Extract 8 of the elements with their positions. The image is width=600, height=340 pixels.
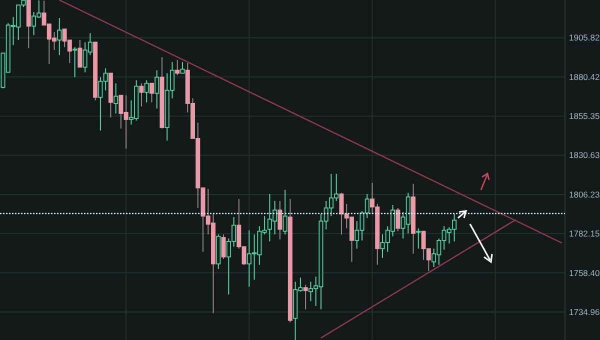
y-tick-label: 1734.96 (569, 306, 600, 317)
y-tick-label: 1782.15 (569, 228, 600, 239)
y-tick-label: 1880.42 (569, 72, 600, 82)
y-tick-label: 1758.40 (569, 268, 600, 278)
y-tick-label: 1905.82 (569, 32, 600, 43)
y-tick-label: 1855.35 (569, 111, 600, 122)
y-tick-label: 1830.63 (569, 150, 600, 160)
y-tick-label: 1806.23 (569, 189, 600, 200)
